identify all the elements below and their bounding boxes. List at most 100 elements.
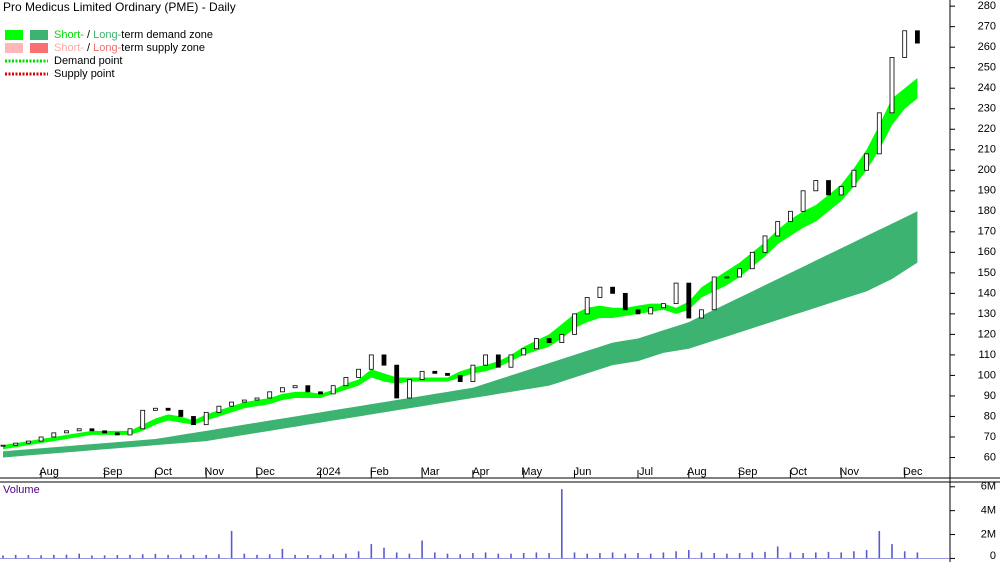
candle	[508, 354, 514, 368]
volume-bar	[116, 555, 119, 559]
x-tick-label: Mar	[421, 466, 440, 478]
x-tick-label: Oct	[155, 466, 172, 478]
x-tick-label: Dec	[255, 466, 275, 478]
candle	[534, 338, 539, 350]
volume-bar	[78, 553, 80, 559]
candle	[25, 440, 31, 444]
x-tick-label: Jun	[574, 466, 592, 478]
y-tick-label: 2M	[981, 528, 996, 540]
volume-bar	[535, 552, 538, 559]
volume-bar	[294, 554, 296, 559]
candle	[330, 385, 336, 395]
candle	[114, 432, 120, 436]
volume-bar	[154, 553, 157, 559]
candle	[915, 30, 920, 44]
y-tick-label: 100	[978, 369, 996, 381]
volume-bar	[840, 552, 842, 559]
y-tick-label: 140	[978, 287, 996, 299]
volume-bar	[815, 552, 817, 559]
demand-zone	[3, 211, 918, 458]
candle	[305, 385, 311, 393]
y-tick-label: 260	[978, 41, 996, 53]
x-tick-label: May	[521, 466, 542, 478]
volume-bar	[700, 552, 703, 559]
x-tick-label: Aug	[39, 466, 59, 478]
volume-bar	[27, 555, 30, 559]
candle	[381, 354, 387, 366]
y-tick-label: 280	[978, 0, 996, 12]
x-tick-label: Nov	[839, 466, 859, 478]
volume-bar	[434, 552, 436, 559]
y-tick-label: 250	[978, 62, 996, 74]
volume-bar	[230, 530, 233, 559]
candle	[673, 282, 679, 305]
candle	[203, 411, 209, 426]
y-tick-label: 130	[978, 308, 996, 320]
volume-bar	[243, 553, 246, 559]
legend-text: term supply zone	[121, 42, 205, 54]
candle	[76, 428, 82, 432]
volume-bar	[675, 551, 677, 559]
x-tick-label: Nov	[204, 466, 224, 478]
x-tick-label: Jul	[639, 466, 653, 478]
volume-bar	[268, 554, 271, 559]
candle	[216, 405, 222, 413]
y-tick-label: 4M	[981, 505, 996, 517]
volume-bar	[891, 544, 893, 559]
chart-title: Pro Medicus Limited Ordinary (PME) - Dai…	[3, 0, 236, 14]
volume-bar	[827, 551, 830, 559]
legend-swatch	[30, 43, 48, 53]
candle	[318, 391, 323, 395]
candle	[584, 297, 590, 315]
candle	[343, 377, 349, 387]
volume-bar	[751, 552, 754, 559]
volume-bar	[599, 553, 601, 559]
volume-bar	[916, 552, 919, 559]
volume-bar	[903, 551, 906, 559]
candle	[419, 370, 425, 380]
volume-bar	[484, 552, 487, 559]
candle	[89, 428, 95, 432]
legend-swatch	[5, 43, 23, 53]
volume-bar	[281, 548, 284, 559]
y-tick-label: 190	[978, 185, 996, 197]
candle	[572, 313, 577, 335]
candle	[152, 407, 158, 411]
volume-bar	[129, 554, 131, 559]
x-tick-label: Aug	[687, 466, 707, 478]
y-tick-label: 80	[984, 410, 996, 422]
volume-bar	[370, 544, 373, 559]
y-tick-label: 230	[978, 103, 996, 115]
volume-bar	[789, 552, 792, 559]
y-tick-label: 200	[978, 164, 996, 176]
y-tick-label: 6M	[981, 481, 996, 493]
candle	[813, 180, 819, 192]
candle	[51, 432, 57, 438]
legend-text: /	[84, 29, 93, 41]
candle	[876, 112, 882, 155]
candle	[775, 221, 781, 237]
legend-swatch	[5, 30, 23, 40]
legend-text: Demand point	[54, 55, 123, 67]
volume-bar	[218, 554, 220, 559]
candle	[102, 430, 107, 434]
legend-text: Long-	[93, 42, 121, 54]
x-tick-label: Apr	[472, 466, 489, 478]
volume-bar	[53, 554, 55, 559]
volume-bar	[408, 553, 411, 559]
volume-bar	[497, 553, 500, 559]
candle	[241, 399, 247, 403]
y-tick-label: 240	[978, 82, 996, 94]
candle	[0, 444, 6, 447]
volume-bar	[319, 554, 322, 559]
volume-bar	[2, 555, 4, 559]
volume-bar	[65, 554, 68, 559]
volume-title: Volume	[3, 484, 40, 496]
volume-bar	[688, 550, 690, 559]
candle	[661, 303, 666, 309]
volume-bar	[446, 553, 449, 559]
candle	[559, 333, 565, 344]
candle	[686, 282, 692, 319]
candle	[38, 436, 44, 442]
